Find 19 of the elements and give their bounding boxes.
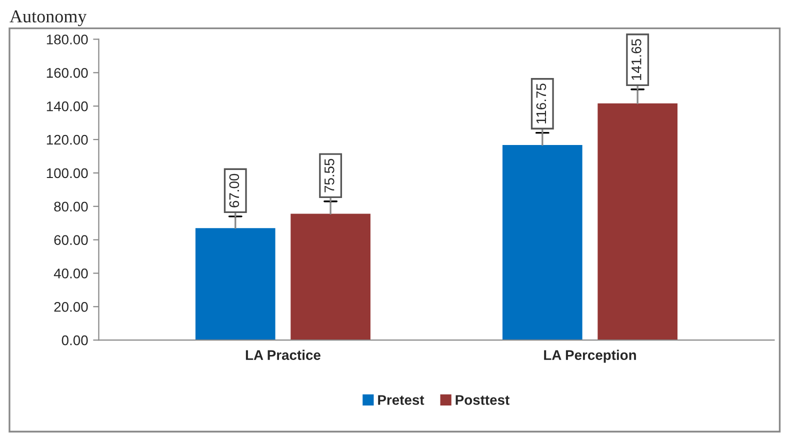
y-tick-label: 60.00 [54,235,88,245]
y-tick-label: 80.00 [54,202,88,212]
y-tick-label: 100.00 [46,168,88,178]
data-label: 116.75 [536,84,546,124]
y-tick-label: 140.00 [46,101,88,112]
y-tick-label: 120.00 [46,134,88,145]
data-label: 67.00 [229,174,240,208]
x-tick-label: LA Perception [544,350,636,363]
y-tick-label: 40.00 [54,268,88,278]
y-tick-label: 160.00 [46,68,88,78]
legend-label: Posttest [456,395,510,405]
data-label: 75.55 [324,158,334,192]
x-tick-label: LA Practice [246,350,320,360]
chart-title: Autonomy [10,10,87,26]
y-tick-label: 0.00 [62,335,88,346]
legend-label: Pretest [378,395,424,405]
y-tick-label: 20.00 [54,302,88,312]
y-tick-label: 180.00 [46,34,88,44]
data-label: 141.65 [631,39,642,80]
